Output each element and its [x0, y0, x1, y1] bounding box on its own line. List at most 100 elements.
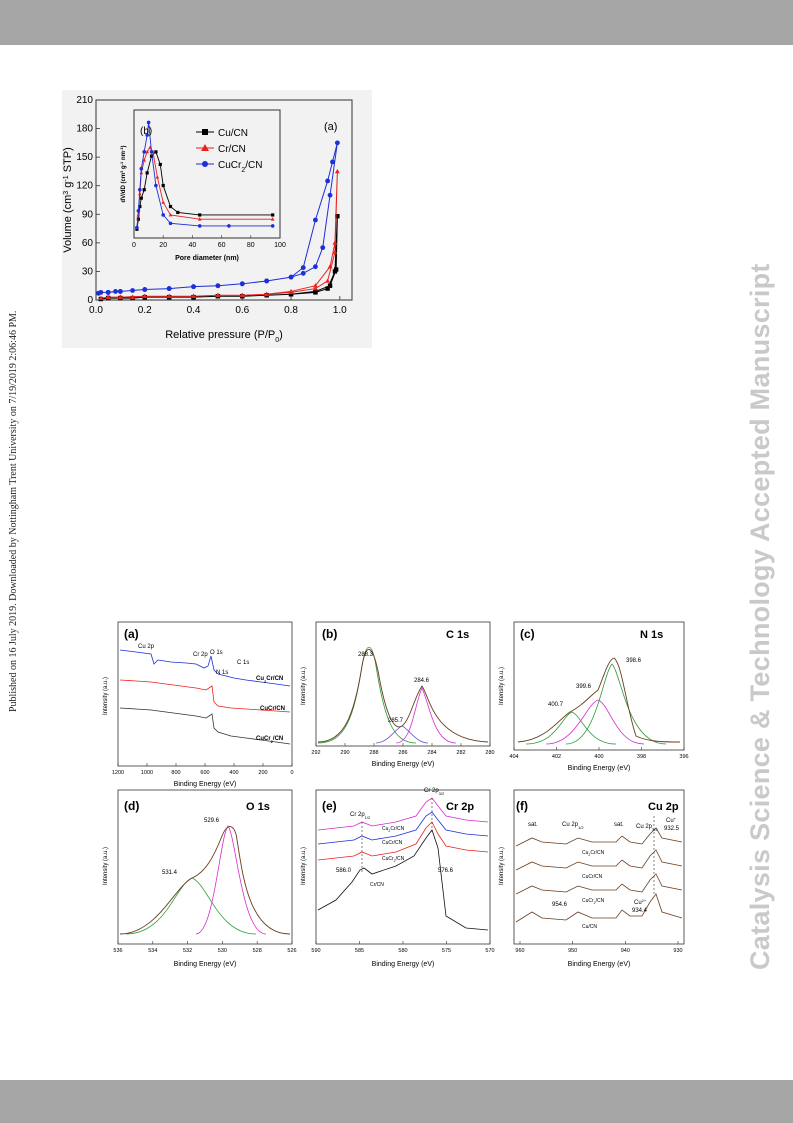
isotherm-point — [325, 178, 331, 184]
pore-point — [161, 213, 165, 217]
panel-f-tick-label: 950 — [568, 948, 577, 954]
pore-point — [270, 224, 275, 228]
c1s-envelope — [317, 648, 489, 743]
isotherm-point — [264, 291, 270, 297]
pore-size-series — [135, 120, 275, 231]
panel-f-tick-label: 960 — [515, 948, 524, 954]
panel-b-tick-label: 286 — [398, 750, 407, 756]
isotherm-point — [98, 289, 104, 295]
pore-point — [168, 204, 173, 209]
pore-point — [155, 175, 160, 179]
pore-point — [168, 221, 173, 226]
main-y-tick-label: 0 — [87, 295, 93, 306]
panel-a-ylabel: Intensity (a.u.) — [103, 677, 109, 715]
inset-panel-label: (b) — [140, 126, 152, 137]
panel-d-tick-label: 530 — [218, 948, 227, 954]
panel-b-label: (b) — [322, 627, 337, 641]
panel-d-tick-label: 532 — [183, 948, 192, 954]
panel-a-label: (a) — [124, 627, 139, 641]
curve-e-cucr2: CuCr2/CN — [382, 856, 405, 863]
panel-a-tick-label: 800 — [171, 770, 180, 776]
isotherm-point — [325, 286, 330, 291]
pore-point — [197, 224, 202, 228]
annot-cu2p: Cu 2p — [138, 644, 155, 650]
pore-point — [149, 150, 154, 154]
pore-point — [138, 187, 142, 192]
main-x-tick-label: 0.2 — [138, 305, 152, 316]
n1s-envelope — [517, 657, 681, 743]
pore-point — [154, 183, 158, 188]
isotherm-point — [288, 288, 294, 294]
isotherm-point — [333, 267, 339, 272]
main-x-tick-label: 0.8 — [284, 305, 298, 316]
isotherm-point — [142, 293, 148, 298]
pore-point — [136, 208, 141, 213]
pore-point — [271, 213, 275, 217]
pore-point — [135, 225, 139, 230]
annot-f-cu2p12: Cu 2p1/2 — [562, 822, 584, 830]
isotherm-point — [300, 270, 306, 276]
header-band — [0, 0, 793, 45]
isotherm-point — [166, 286, 172, 291]
main-y-tick-label: 90 — [82, 209, 94, 220]
panel-d-label: (d) — [124, 799, 139, 813]
peak-c-3: 398.6 — [626, 658, 642, 664]
peak-c-1: 400.7 — [548, 702, 564, 708]
main-x-ticks: 0.0 0.2 0.4 0.6 0.8 1.0 — [89, 296, 347, 316]
inset-x-tick-label: 60 — [218, 242, 226, 249]
peak-b-3: 284.6 — [414, 678, 430, 684]
panel-f-tick-label: 940 — [621, 948, 630, 954]
survey-cucr — [119, 679, 291, 713]
panel-f-title: Cu 2p — [648, 801, 679, 813]
xps-figure: (a) Intensity (a.u.) Binding Energy (eV)… — [96, 616, 696, 978]
isotherm-point — [288, 274, 294, 280]
panel-a-tick-label: 0 — [290, 770, 293, 776]
isotherm-point — [264, 278, 270, 284]
curve-f-cucr2: CuCr2/CN — [582, 898, 605, 905]
panel-a-tick-label: 600 — [200, 770, 209, 776]
panel-c-tick-label: 402 — [552, 754, 561, 760]
annot-f-cu2plus: Cu2+ — [634, 898, 647, 907]
cu2p-cu — [515, 893, 683, 923]
survey-cucr2 — [119, 707, 291, 745]
panel-c-title: N 1s — [640, 629, 663, 641]
main-x-tick-label: 1.0 — [333, 305, 347, 316]
curve-e-cu2cr: Cu2Cr/CN — [382, 826, 405, 833]
peak-c-2: 399.6 — [576, 684, 592, 690]
panel-e-ylabel: Intensity (a.u.) — [301, 847, 307, 885]
panel-a-tick-label: 400 — [229, 770, 238, 776]
annot-f-9344: 934.4 — [632, 908, 648, 914]
xps-panel-d: (d) O 1s Intensity (a.u.) Binding Energy… — [103, 789, 297, 968]
panel-d-ylabel: Intensity (a.u.) — [103, 847, 109, 885]
pore-point — [142, 158, 147, 162]
pore-point — [139, 196, 143, 200]
curve-e-cr: Cr/CN — [370, 882, 384, 888]
panel-e-tick-label: 585 — [355, 948, 364, 954]
pore-point — [197, 217, 202, 221]
curve-a-cu2cr: Cu2Cr/CN — [256, 676, 283, 684]
main-y-tick-label: 210 — [76, 95, 93, 106]
inset-x-ticks: 0 20 40 60 80 100 — [132, 235, 286, 249]
xps-panel-b: (b) C 1s Intensity (a.u.) Binding Energy… — [301, 621, 495, 768]
legend-cu: Cu/CN — [218, 128, 248, 139]
cr2p-cr — [317, 829, 489, 931]
cu2p-cucr — [515, 849, 683, 871]
n1s-fit-4007 — [525, 711, 617, 745]
pore-point — [145, 149, 149, 154]
panel-f-xlabel: Binding Energy (eV) — [568, 961, 631, 968]
main-y-tick-label: 180 — [76, 124, 93, 135]
isotherm-point — [191, 284, 196, 290]
inset-y-axis-label: dV/dD (cm3 g-1 nm-1) — [119, 145, 128, 202]
panel-e-tick-label: 590 — [311, 948, 320, 954]
panel-c-tick-label: 404 — [509, 754, 518, 760]
panel-c-label: (c) — [520, 627, 535, 641]
cr2p-cucr — [317, 811, 489, 845]
panel-e-tick-label: 580 — [398, 948, 407, 954]
panel-b-title: C 1s — [446, 629, 469, 641]
main-y-ticks: 0 30 60 90 120 150 180 210 — [76, 95, 100, 306]
annot-f-9325: 932.5 — [664, 826, 680, 832]
isotherm-point — [215, 283, 221, 289]
annot-f-9546: 954.6 — [552, 902, 568, 908]
panel-b-ylabel: Intensity (a.u.) — [301, 667, 307, 705]
inset-x-tick-label: 100 — [274, 242, 286, 249]
